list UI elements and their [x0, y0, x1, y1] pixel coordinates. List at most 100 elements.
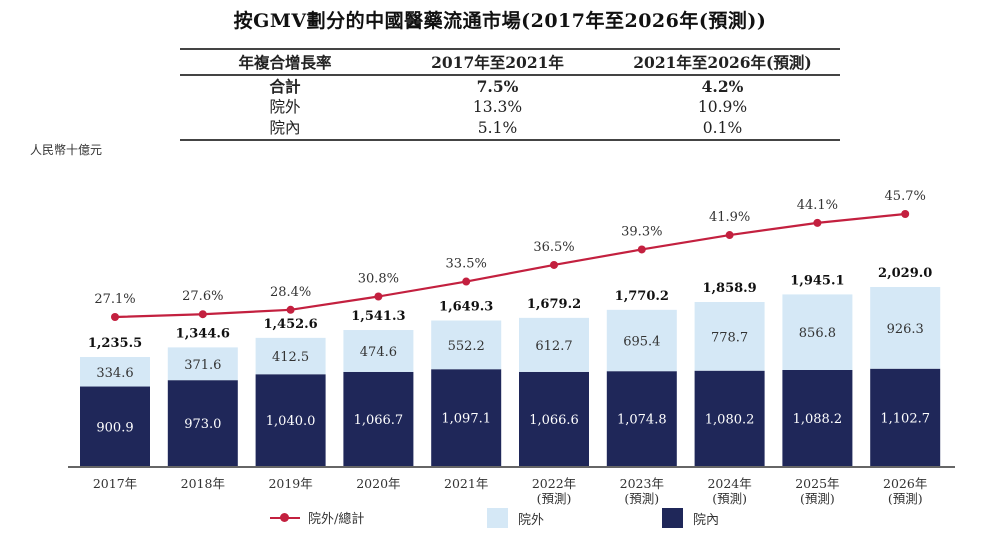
- x-tick-sublabel: (預測): [537, 491, 572, 506]
- line-point-label: 41.9%: [709, 210, 750, 225]
- legend-item-out-hospital: 院外: [487, 508, 544, 528]
- cagr-header-period-2: 2021年至2026年(預測): [633, 52, 812, 72]
- bar-label-out-hospital: 612.7: [535, 339, 572, 354]
- x-tick-sublabel: (預測): [888, 491, 923, 506]
- bar-total-label: 1,679.2: [527, 297, 581, 312]
- cagr-value: 4.2%: [701, 77, 744, 96]
- x-tick-label: 2020年: [356, 476, 400, 491]
- bar-total-label: 1,649.3: [439, 299, 493, 314]
- bar-total-label: 1,235.5: [88, 336, 142, 351]
- bar-in-hospital: [431, 369, 502, 466]
- y-unit-label: 人民幣十億元: [30, 143, 103, 157]
- legend-swatch-in-hospital: [662, 508, 683, 528]
- line-point-label: 27.6%: [182, 289, 223, 304]
- cagr-row-label: 合計: [269, 77, 301, 96]
- legend-item-in-hospital: 院內: [662, 508, 719, 528]
- bar-label-in-hospital: 1,088.2: [793, 412, 843, 427]
- x-tick-label: 2024年: [707, 476, 751, 491]
- cagr-value: 13.3%: [472, 98, 523, 116]
- bar-label-in-hospital: 973.0: [184, 417, 221, 432]
- bar-label-in-hospital: 1,097.1: [441, 412, 491, 427]
- legend-item-line: 院外/總計: [270, 508, 364, 527]
- bar-in-hospital: [694, 370, 765, 466]
- bar-label-out-hospital: 552.2: [448, 339, 485, 354]
- bar-in-hospital: [255, 374, 326, 466]
- bar-label-out-hospital: 412.5: [272, 350, 309, 365]
- legend-swatch-out-hospital: [487, 508, 508, 528]
- x-tick-label: 2019年: [268, 476, 312, 491]
- bar-in-hospital: [870, 368, 941, 466]
- bar-total-label: 1,344.6: [176, 326, 230, 341]
- x-tick-label: 2023年: [620, 476, 664, 491]
- bar-out-hospital: [431, 320, 502, 370]
- line-point: [111, 313, 119, 321]
- line-point-label: 39.3%: [621, 224, 662, 239]
- line-point-label: 27.1%: [94, 292, 135, 307]
- cagr-table: 年複合增長率 2017年至2021年 2021年至2026年(預測) 合計 7.…: [180, 48, 840, 141]
- bar-label-in-hospital: 1,040.0: [266, 414, 316, 429]
- bar-total-label: 1,541.3: [351, 309, 405, 324]
- line-point: [813, 218, 822, 227]
- bar-label-in-hospital: 1,066.6: [529, 413, 579, 428]
- x-tick-label: 2017年: [93, 476, 137, 491]
- x-tick-label: 2026年: [883, 476, 927, 491]
- bar-in-hospital: [167, 380, 238, 466]
- cagr-value: 10.9%: [697, 98, 748, 116]
- line-point-label: 30.8%: [358, 272, 399, 287]
- bar-out-hospital: [255, 337, 326, 375]
- bar-label-out-hospital: 371.6: [184, 358, 221, 373]
- cagr-table-header-row: 年複合增長率 2017年至2021年 2021年至2026年(預測): [180, 49, 840, 75]
- bar-out-hospital: [694, 302, 765, 371]
- legend-label-out-hospital: 院外: [518, 512, 545, 528]
- x-tick-label: 2021年: [444, 476, 488, 491]
- line-point-label: 45.7%: [885, 189, 926, 204]
- x-tick-label: 2018年: [181, 476, 225, 491]
- bar-in-hospital: [606, 371, 677, 466]
- bar-out-hospital: [870, 287, 941, 369]
- chart-title: 按GMV劃分的中國醫藥流通市場(2017年至2026年(預測)): [233, 10, 767, 32]
- bar-total-label: 2,029.0: [878, 266, 932, 281]
- bar-label-in-hospital: 1,066.7: [354, 413, 404, 428]
- bar-label-out-hospital: 778.7: [711, 330, 748, 345]
- cagr-header-period-1: 2017年至2021年: [431, 52, 564, 72]
- cagr-value: 7.5%: [476, 77, 519, 96]
- line-point: [901, 210, 910, 218]
- line-point-label: 33.5%: [446, 257, 487, 272]
- bar-out-hospital: [343, 330, 414, 372]
- line-point-label: 36.5%: [533, 240, 574, 255]
- bar-out-hospital: [606, 309, 677, 372]
- bar-label-in-hospital: 900.9: [96, 420, 133, 435]
- line-point: [198, 310, 207, 319]
- line-point: [725, 231, 734, 240]
- bar-label-out-hospital: 334.6: [96, 366, 133, 381]
- bar-label-out-hospital: 926.3: [887, 322, 924, 337]
- bar-out-hospital: [782, 294, 853, 370]
- bar-total-label: 1,770.2: [615, 289, 669, 304]
- bar-total-label: 1,452.6: [263, 317, 317, 332]
- legend-label-in-hospital: 院內: [693, 512, 720, 528]
- cagr-row-total: 合計 7.5% 4.2%: [180, 75, 840, 97]
- legend-label-line: 院外/總計: [308, 512, 365, 527]
- cagr-row-label: 院內: [269, 119, 301, 137]
- line-point: [550, 260, 558, 269]
- bar-in-hospital: [343, 371, 414, 466]
- legend-line-marker-icon: [270, 511, 300, 525]
- bar-in-hospital: [80, 386, 150, 466]
- line-point-label: 44.1%: [797, 198, 838, 213]
- line-point-label: 28.4%: [270, 285, 311, 300]
- bar-total-label: 1,945.1: [790, 273, 844, 288]
- x-tick-sublabel: (預測): [712, 491, 747, 506]
- line-point: [462, 277, 471, 286]
- bar-label-in-hospital: 1,074.8: [617, 413, 667, 428]
- cagr-header-label: 年複合增長率: [238, 52, 332, 72]
- line-point: [286, 305, 295, 314]
- cagr-value: 5.1%: [477, 119, 518, 137]
- bar-label-in-hospital: 1,102.7: [880, 411, 930, 426]
- bar-in-hospital: [519, 371, 589, 466]
- bar-total-label: 1,858.9: [702, 281, 756, 296]
- bar-label-out-hospital: 856.8: [799, 326, 836, 341]
- bar-out-hospital: [519, 317, 589, 372]
- line-point: [374, 292, 383, 301]
- bar-label-out-hospital: 695.4: [623, 335, 660, 350]
